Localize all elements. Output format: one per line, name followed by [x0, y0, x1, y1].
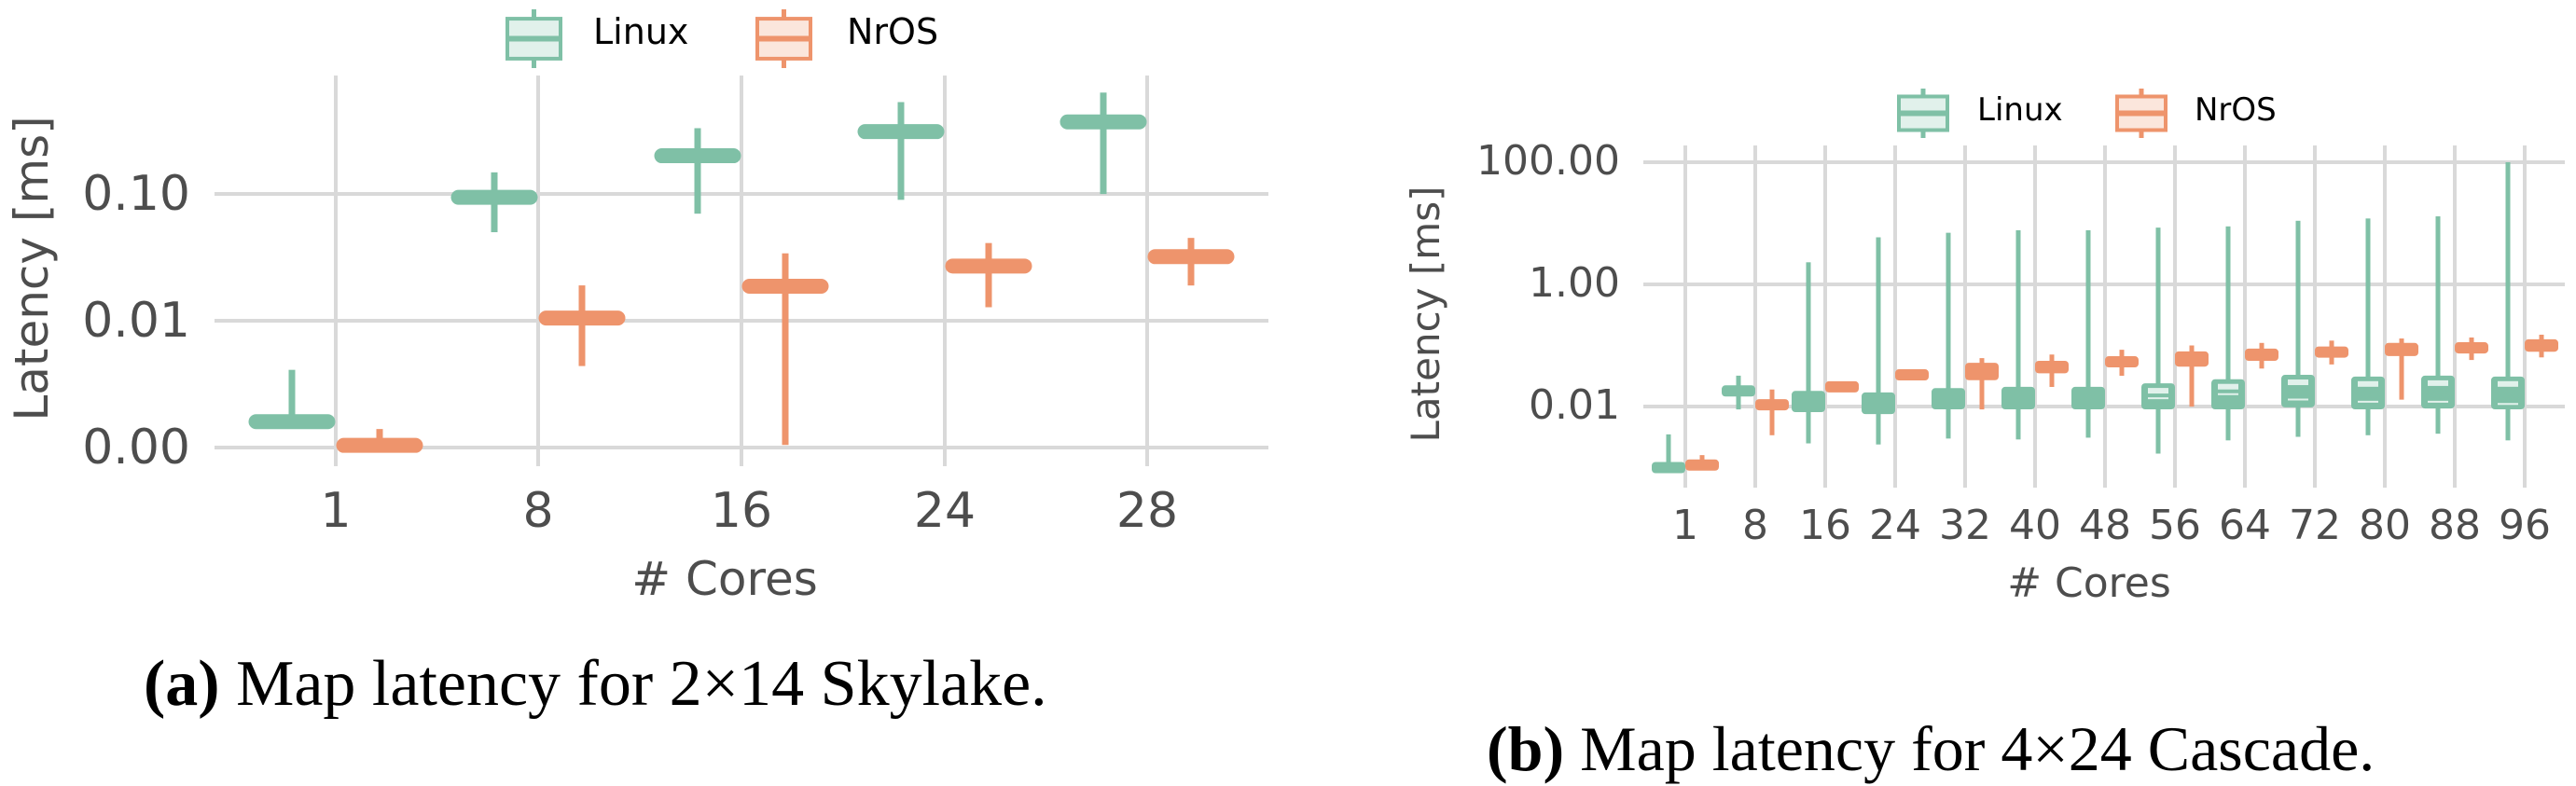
linux-box — [857, 124, 945, 140]
x-tick-label-b: 80 — [2359, 502, 2411, 549]
nros-box — [1825, 380, 1859, 393]
nros-box — [336, 437, 423, 453]
nros-whisker — [1979, 358, 1985, 410]
linux-box-inner-band — [2498, 380, 2518, 387]
x-tick-label-b: 96 — [2499, 502, 2551, 549]
caption-b: (b) Map latency for 4×24 Cascade. — [1487, 712, 2375, 786]
x-tick-label-a: 1 — [320, 483, 352, 539]
linux-box-inner-band — [2288, 379, 2308, 386]
x-tick-label-b: 72 — [2289, 502, 2341, 549]
nros-whisker — [782, 253, 789, 446]
linux-whisker — [1946, 232, 1951, 439]
caption-prefix-a: (a) — [144, 648, 220, 720]
nros-box — [1147, 249, 1235, 265]
y-tick-label-a: 0.10 — [82, 166, 190, 222]
linux-box — [2001, 386, 2035, 409]
y-axis-label-b: Latency [ms] — [1403, 186, 1448, 443]
linux-whisker — [2295, 220, 2301, 437]
linux-box — [654, 148, 741, 164]
nros-box — [1685, 459, 1719, 471]
nros-box — [2175, 351, 2209, 367]
y-tick-label-a: 0.01 — [82, 293, 190, 349]
linux-whisker — [897, 102, 905, 200]
linux-whisker — [2365, 218, 2371, 435]
nros-box — [945, 258, 1032, 274]
linux-box — [1862, 392, 1895, 415]
linux-whisker — [2225, 226, 2231, 441]
linux-whisker — [2085, 229, 2091, 438]
nros-whisker — [2189, 345, 2195, 407]
x-tick-label-a: 28 — [1115, 483, 1179, 539]
nros-box — [1965, 363, 1999, 380]
linux-box — [248, 414, 336, 430]
x-tick-label-a: 16 — [710, 483, 773, 539]
linux-whisker — [288, 369, 296, 426]
nros-box — [1755, 399, 1789, 411]
linux-box — [1722, 385, 1755, 397]
caption-a: (a) Map latency for 2×14 Skylake. — [144, 647, 1047, 722]
x-tick-label-b: 56 — [2149, 502, 2201, 549]
y-axis-label-a: Latency [ms] — [5, 116, 59, 421]
legend-label-nros-b: NrOS — [2195, 91, 2277, 129]
caption-text-a: Map latency for 2×14 Skylake. — [219, 648, 1047, 720]
linux-whisker — [1876, 237, 1881, 445]
nros-box — [2245, 348, 2278, 361]
caption-text-b: Map latency for 4×24 Cascade. — [1564, 713, 2375, 784]
x-tick-label-b: 88 — [2429, 502, 2481, 549]
linux-box — [1792, 391, 1825, 412]
linux-box-inner-band — [2218, 383, 2238, 390]
x-axis-label-a: # Cores — [631, 552, 818, 606]
linux-whisker — [2155, 228, 2161, 454]
linux-box — [2071, 386, 2105, 409]
legend-label-linux-a: Linux — [593, 11, 689, 52]
linux-whisker — [2015, 229, 2021, 440]
x-tick-label-b: 48 — [2079, 502, 2131, 549]
linux-box-inner-band — [2428, 379, 2448, 386]
x-tick-label-b: 1 — [1672, 502, 1698, 549]
linux-box — [1059, 114, 1147, 130]
x-tick-label-b: 16 — [1799, 502, 1851, 549]
nros-box — [2105, 356, 2139, 368]
nros-box — [2455, 342, 2488, 354]
nros-box — [2315, 346, 2348, 358]
linux-whisker — [2505, 162, 2511, 441]
nros-whisker — [985, 242, 992, 308]
nros-whisker — [2399, 338, 2404, 400]
linux-box-inner-band — [2358, 380, 2378, 387]
nros-box — [2385, 342, 2418, 356]
nros-box — [2525, 338, 2558, 352]
y-tick-label-b: 0.01 — [1529, 381, 1620, 429]
x-tick-label-b: 8 — [1742, 502, 1768, 549]
linux-whisker — [1100, 92, 1107, 195]
legend-label-nros-a: NrOS — [847, 11, 939, 52]
caption-prefix-b: (b) — [1487, 713, 1565, 784]
linux-box-inner-band — [2148, 388, 2168, 394]
nros-box — [2035, 360, 2069, 374]
linux-whisker — [1806, 262, 1811, 444]
linux-box — [1652, 462, 1685, 474]
linux-box — [450, 189, 538, 205]
linux-box — [1932, 388, 1965, 409]
linux-whisker — [1666, 434, 1671, 471]
nros-whisker — [578, 285, 586, 366]
nros-box — [741, 279, 829, 295]
nros-box — [1895, 369, 1929, 381]
y-tick-label-b: 100.00 — [1476, 137, 1620, 185]
y-tick-label-a: 0.00 — [82, 420, 190, 476]
x-tick-label-b: 40 — [2009, 502, 2061, 549]
x-tick-label-b: 24 — [1869, 502, 1921, 549]
x-tick-label-b: 32 — [1939, 502, 1991, 549]
x-tick-label-a: 24 — [913, 483, 976, 539]
y-tick-label-b: 1.00 — [1529, 259, 1620, 307]
x-axis-label-b: # Cores — [2007, 559, 2171, 607]
linux-box — [2141, 383, 2175, 409]
x-tick-label-a: 8 — [522, 483, 554, 539]
linux-whisker — [694, 128, 701, 214]
nros-whisker — [1769, 389, 1775, 435]
legend-label-linux-b: Linux — [1977, 91, 2063, 129]
nros-box — [538, 310, 626, 326]
linux-whisker — [2435, 216, 2441, 434]
x-tick-label-b: 64 — [2219, 502, 2271, 549]
